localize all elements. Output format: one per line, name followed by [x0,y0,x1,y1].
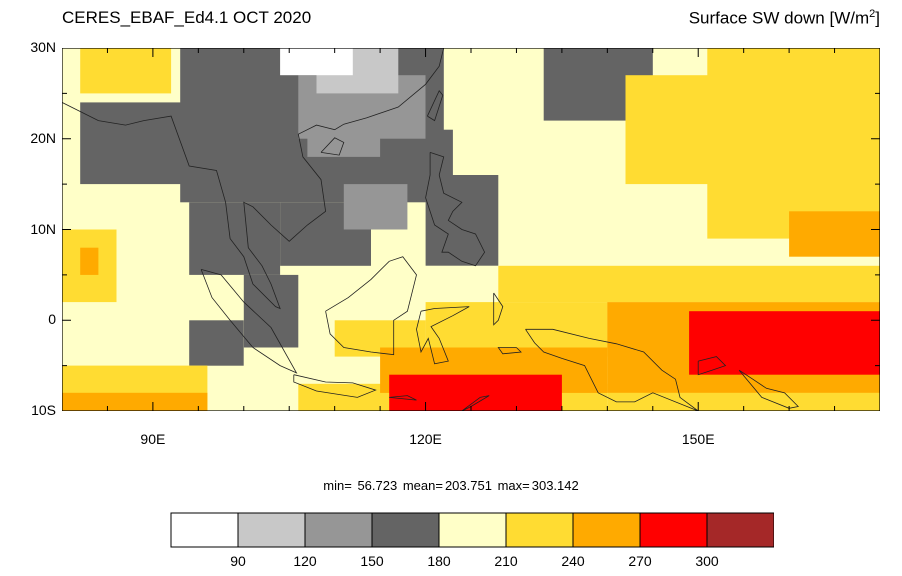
axis-ticks [62,48,880,411]
colorbar-label: 180 [427,553,451,569]
field-region [498,265,880,303]
lon-tick-label: 150E [681,431,715,447]
colorbar-label: 270 [628,553,652,569]
field-region [689,311,880,375]
coastline-path [493,292,504,326]
field-region [789,211,880,257]
field-region [62,392,208,411]
coastline-path [389,395,417,401]
colorbar-swatch [237,512,306,548]
colorbar-swatch [438,512,507,548]
field-region [189,320,244,366]
variable-title-main: Surface SW down [W/m [688,8,870,28]
coastline-path [293,374,377,398]
map-field [62,48,880,411]
field-region [307,111,381,157]
coastline-path [738,369,800,409]
lat-tick-label: 20N [30,129,56,146]
coastline-path [427,89,444,122]
variable-title-sup: 2 [869,8,876,20]
colorbar-swatch [572,512,641,548]
variable-title-end: ] [875,8,880,28]
field-region [707,48,880,239]
stats-mean-label: mean= [402,478,443,493]
field-region [80,102,226,185]
lon-tick-label: 90E [140,431,166,447]
field-region [389,374,562,411]
colorbar-swatch [706,512,774,548]
lon-tick-label: 120E [409,431,442,447]
colorbar-label: 300 [695,553,719,569]
field-region [80,48,172,94]
coastline-path [497,347,522,355]
field-region [189,202,281,275]
coastline-path [320,137,345,156]
stats-max-label: max= [497,478,530,493]
variable-title: Surface SW down [W/m2] [689,8,880,29]
map-title: CERES_EBAF_Ed4.1 OCT 2020 [62,8,312,27]
coastline-path [425,152,486,267]
colorbar-label: 120 [293,553,317,569]
coastline-path [325,256,417,356]
colorbar-label: 90 [230,553,246,569]
colorbar-swatch [639,512,708,548]
field-region [425,175,499,266]
colorbar-label: 210 [494,553,518,569]
colorbar-swatch [170,512,239,548]
lat-tick-label: 30N [30,39,56,55]
field-region [343,184,408,230]
map-plot [62,48,880,411]
field-region [80,247,99,275]
colorbar [170,512,774,548]
stats-max-value: 303.142 [531,478,579,493]
lat-tick-label: 10N [30,220,56,237]
field-region [280,48,353,76]
coastlines [62,48,800,411]
coastline-path [200,269,298,374]
coastline-path [416,306,470,365]
stats-min-value: 56.723 [357,478,398,493]
colorbar-label: 240 [561,553,585,569]
lat-tick-label: 10S [31,402,56,418]
coastline-path [697,356,727,376]
colorbar-swatch [505,512,574,548]
coastline-path [525,328,699,411]
field-region [243,274,299,348]
colorbar-label: 150 [360,553,384,569]
stats-line: min= 56.723 mean= 203.751 max= 303.142 [0,478,902,493]
coastline-path [62,48,445,310]
stats-mean-value: 203.751 [444,478,492,493]
colorbar-swatch [304,512,373,548]
lat-tick-label: 0 [48,311,56,328]
colorbar-swatch [371,512,440,548]
stats-min-label: min= [323,478,352,493]
